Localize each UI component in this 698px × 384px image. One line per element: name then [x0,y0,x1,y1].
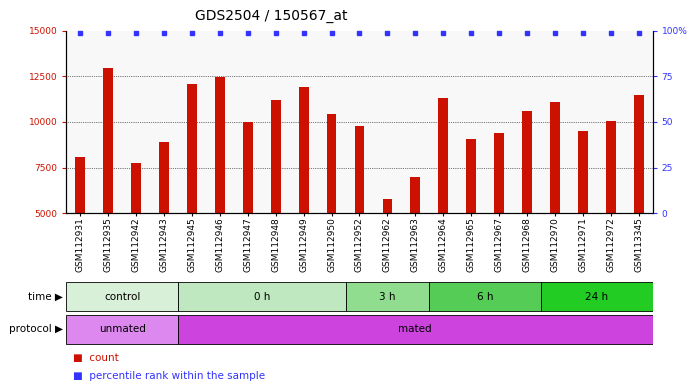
Bar [103,68,113,213]
Bar [429,282,541,311]
Text: time ▶: time ▶ [28,291,63,302]
Text: 6 h: 6 h [477,291,493,302]
Bar [578,131,588,213]
Text: ■  percentile rank within the sample: ■ percentile rank within the sample [73,371,265,381]
Bar [159,142,169,213]
Bar [522,111,532,213]
Bar [299,87,309,213]
Bar [383,199,392,213]
Bar [271,100,281,213]
Bar [541,282,653,311]
Bar [131,163,141,213]
Bar [178,282,346,311]
Text: ■  count: ■ count [73,353,119,363]
Bar [187,84,197,213]
Bar [466,139,476,213]
Bar [550,102,560,213]
Bar [327,114,336,213]
Bar [634,94,644,213]
Bar [410,177,420,213]
Text: unmated: unmated [98,324,146,334]
Text: 0 h: 0 h [253,291,270,302]
Bar [75,157,85,213]
Text: GDS2504 / 150567_at: GDS2504 / 150567_at [195,9,348,23]
Bar [243,122,253,213]
Bar [494,133,504,213]
Bar [346,282,429,311]
Bar [66,314,178,344]
Bar [178,314,653,344]
Bar [66,282,178,311]
Text: mated: mated [399,324,432,334]
Bar [438,98,448,213]
Text: protocol ▶: protocol ▶ [9,324,63,334]
Bar [215,77,225,213]
Bar [606,121,616,213]
Text: control: control [104,291,140,302]
Text: 3 h: 3 h [379,291,396,302]
Text: 24 h: 24 h [585,291,609,302]
Bar [355,126,364,213]
